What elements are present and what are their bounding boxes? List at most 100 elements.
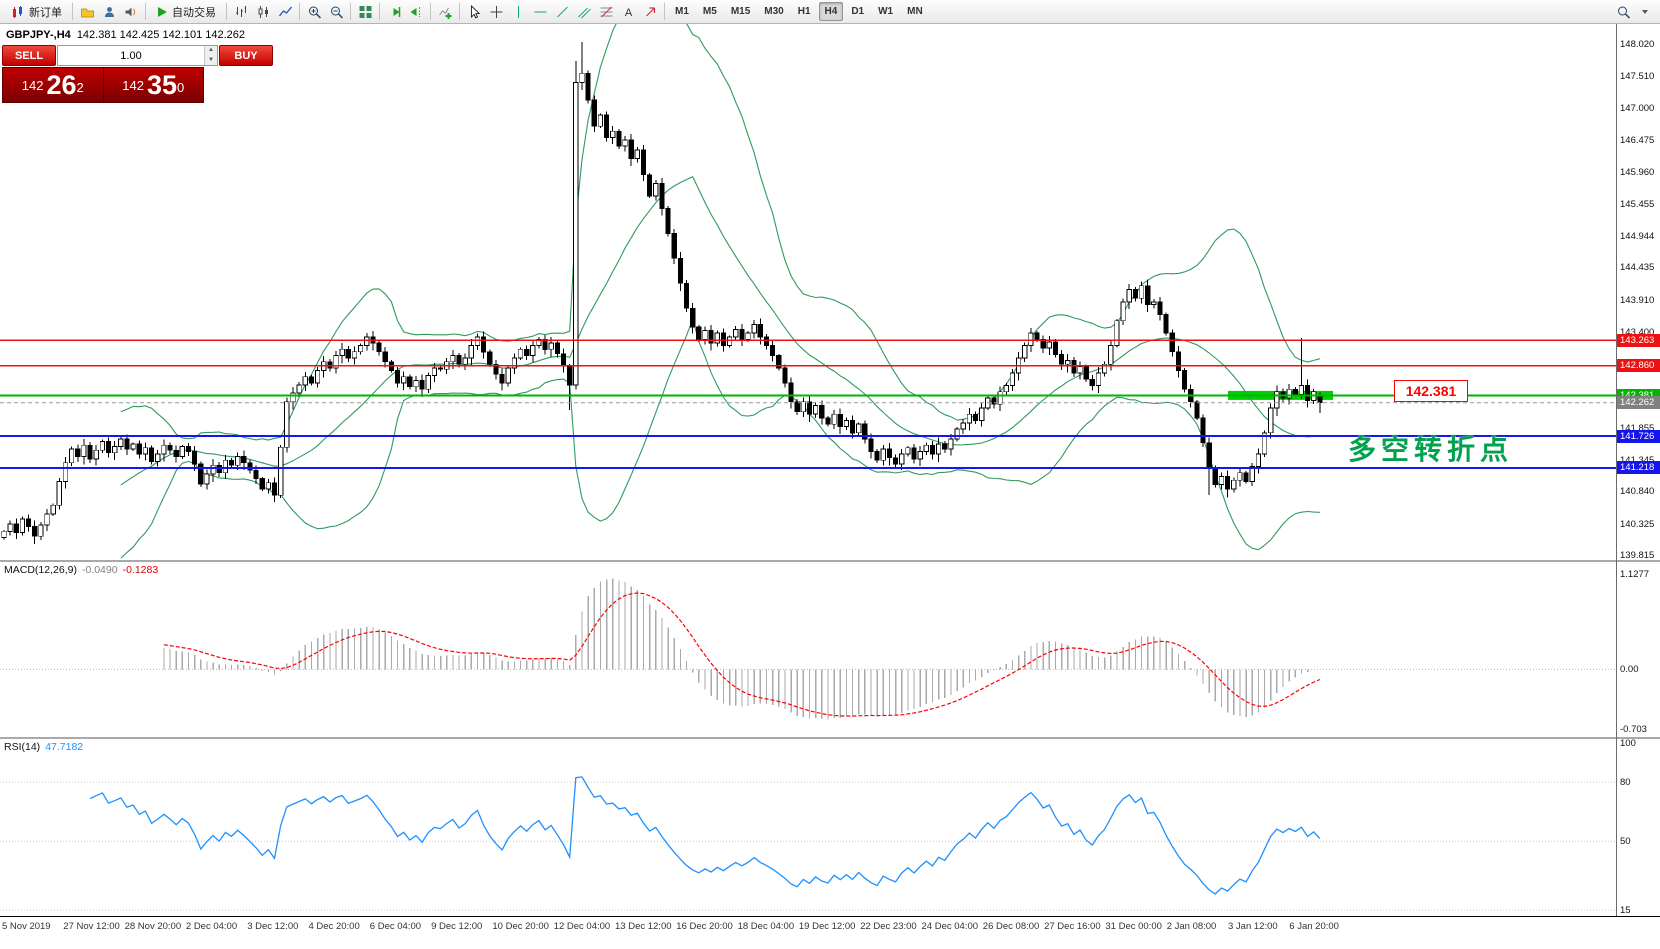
buy-price-pips: 35 xyxy=(146,70,177,100)
macd-value-signal: -0.1283 xyxy=(122,564,159,576)
toolbar: 新订单 自动交易 xyxy=(0,0,1660,24)
candlestick-icon[interactable] xyxy=(252,2,274,22)
cursor-icon[interactable] xyxy=(463,2,485,22)
timeframe-h1[interactable]: H1 xyxy=(797,6,811,17)
timeframe-h4[interactable]: H4 xyxy=(818,2,844,21)
price-axis-label: 147.510 xyxy=(1620,70,1655,82)
sell-button[interactable]: SELL xyxy=(2,45,56,66)
chart-shift-icon[interactable] xyxy=(405,2,427,22)
main-price-chart[interactable] xyxy=(0,24,1616,560)
autotrading-button[interactable]: 自动交易 xyxy=(149,1,223,23)
time-axis-label: 2 Jan 08:00 xyxy=(1166,921,1217,932)
tile-windows-icon[interactable] xyxy=(354,2,376,22)
rsi-axis-label: 50 xyxy=(1620,836,1631,848)
time-axis-label: 24 Dec 04:00 xyxy=(921,921,979,932)
timeframe-m15[interactable]: M15 xyxy=(730,6,751,17)
macd-label: MACD(12,26,9) -0.0490 -0.1283 xyxy=(4,564,158,576)
time-axis[interactable]: 5 Nov 2019 27 Nov 12:00 28 Nov 20:00 2 Dec … xyxy=(0,916,1660,949)
macd-panel[interactable] xyxy=(0,562,1616,737)
search-icon[interactable] xyxy=(1612,2,1634,22)
auto-scroll-icon[interactable] xyxy=(383,2,405,22)
chart-symbol: GBPJPY-,H4 xyxy=(6,29,71,41)
vertical-line-icon[interactable] xyxy=(507,2,529,22)
crosshair-icon[interactable] xyxy=(485,2,507,22)
timeframe-m1[interactable]: M1 xyxy=(675,6,689,17)
timeframe-d1[interactable]: D1 xyxy=(851,6,865,17)
time-axis-label: 26 Dec 08:00 xyxy=(982,921,1040,932)
price-axis-label: 139.815 xyxy=(1620,550,1655,562)
arrows-icon[interactable] xyxy=(639,2,661,22)
time-axis-label: 5 Nov 2019 xyxy=(2,921,51,932)
timeframe-mn[interactable]: MN xyxy=(907,6,923,17)
zoom-out-icon[interactable] xyxy=(325,2,347,22)
sell-price[interactable]: 142 26 2 xyxy=(3,68,104,102)
price-axis-label: 143.400 xyxy=(1620,326,1655,338)
macd-value-main: -0.0490 xyxy=(81,564,118,576)
macd-axis-label: -0.703 xyxy=(1620,723,1647,735)
rsi-value: 47.7182 xyxy=(45,741,84,753)
charts-folder-icon[interactable] xyxy=(76,2,98,22)
volume-box: ▲ ▼ xyxy=(57,45,218,66)
price-callout-box[interactable]: 142.381 xyxy=(1394,380,1468,402)
rsi-line xyxy=(89,776,1321,895)
zoom-in-icon[interactable] xyxy=(303,2,325,22)
sell-price-sup: 2 xyxy=(76,79,84,95)
toolbar-separator xyxy=(664,3,665,20)
price-axis-label: 143.910 xyxy=(1620,295,1655,307)
buy-price-sup: 0 xyxy=(177,79,185,95)
bollinger-upper xyxy=(120,24,1321,441)
text-icon[interactable]: A xyxy=(617,2,639,22)
rsi-axis-label: 100 xyxy=(1620,737,1636,749)
time-axis-label: 27 Nov 12:00 xyxy=(63,921,120,932)
new-order-button[interactable]: 新订单 xyxy=(4,1,69,23)
panel-separator[interactable] xyxy=(0,560,1660,562)
toolbar-separator xyxy=(72,3,73,20)
buy-button[interactable]: BUY xyxy=(219,45,273,66)
time-axis-label: 3 Dec 12:00 xyxy=(247,921,299,932)
rsi-axis-label: 15 xyxy=(1620,905,1631,917)
line-chart-icon[interactable] xyxy=(274,2,296,22)
horizontal-line-icon[interactable] xyxy=(529,2,551,22)
time-axis-label: 9 Dec 12:00 xyxy=(431,921,483,932)
price-tag: 142.860 xyxy=(1617,359,1660,373)
sound-icon[interactable] xyxy=(120,2,142,22)
fibonacci-icon[interactable] xyxy=(595,2,617,22)
price-axis-label: 141.345 xyxy=(1620,455,1654,466)
annotation-text: 多空转折点 xyxy=(1348,434,1514,465)
time-axis-label: 12 Dec 04:00 xyxy=(553,921,611,932)
time-axis-label: 27 Dec 16:00 xyxy=(1044,921,1101,932)
chart-title: GBPJPY-,H4 142.381 142.425 142.101 142.26… xyxy=(6,29,245,41)
timeframe-w1[interactable]: W1 xyxy=(878,6,894,17)
chart-ohlc-values: 142.381 142.425 142.101 142.262 xyxy=(76,29,246,41)
sell-price-big: 142 xyxy=(21,77,44,93)
profiles-icon[interactable] xyxy=(98,2,120,22)
channel-icon[interactable] xyxy=(573,2,595,22)
trendline-icon[interactable] xyxy=(551,2,573,22)
volume-up-button[interactable]: ▲ xyxy=(205,46,217,56)
panel-separator[interactable] xyxy=(0,737,1660,739)
chevron-down-icon[interactable] xyxy=(1634,2,1656,22)
price-axis-label: 141.855 xyxy=(1620,423,1655,435)
buy-price[interactable]: 142 35 0 xyxy=(104,68,204,102)
time-axis-label: 31 Dec 00:00 xyxy=(1105,921,1162,932)
bar-chart-icon[interactable] xyxy=(230,2,252,22)
time-axis-label: 18 Dec 04:00 xyxy=(737,921,795,932)
price-tag: 143.263 xyxy=(1617,333,1660,347)
volume-down-button[interactable]: ▼ xyxy=(205,55,217,65)
rsi-panel[interactable] xyxy=(0,739,1616,916)
price-axis-label: 145.455 xyxy=(1620,198,1655,210)
price-tag: 141.726 xyxy=(1617,429,1660,443)
indicators-icon[interactable] xyxy=(434,2,456,22)
toolbar-separator xyxy=(299,3,300,20)
timeframe-m5[interactable]: M5 xyxy=(702,6,717,17)
volume-spinner: ▲ ▼ xyxy=(204,46,217,65)
toolbar-separator xyxy=(226,3,227,20)
time-axis-label: 10 Dec 20:00 xyxy=(492,921,549,932)
time-axis-label: 6 Jan 20:00 xyxy=(1289,921,1339,932)
macd-name: MACD(12,26,9) xyxy=(4,564,77,576)
timeframe-m30[interactable]: M30 xyxy=(764,6,784,17)
autotrading-play-icon xyxy=(156,6,168,18)
volume-input[interactable] xyxy=(58,46,204,65)
svg-text:A: A xyxy=(624,7,632,19)
